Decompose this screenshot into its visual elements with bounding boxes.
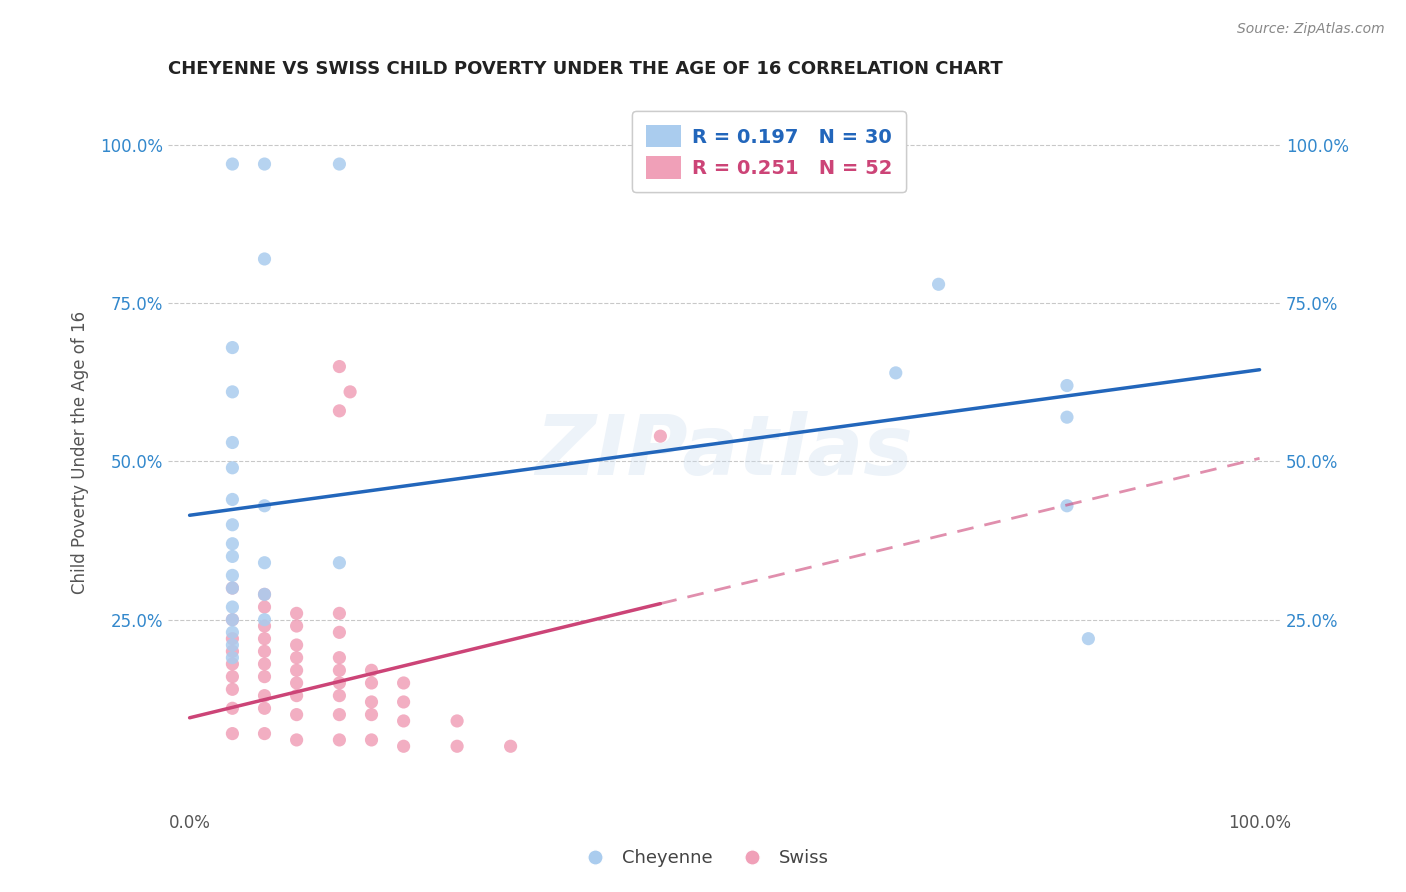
Point bbox=[253, 701, 276, 715]
Point bbox=[221, 549, 243, 564]
Point bbox=[221, 581, 243, 595]
Point bbox=[253, 619, 276, 633]
Point bbox=[221, 581, 243, 595]
Point bbox=[360, 707, 382, 722]
Point bbox=[221, 537, 243, 551]
Point bbox=[285, 650, 308, 665]
Point bbox=[221, 600, 243, 615]
Point bbox=[253, 644, 276, 658]
Point bbox=[221, 670, 243, 684]
Point bbox=[884, 366, 907, 380]
Point bbox=[253, 613, 276, 627]
Point bbox=[360, 733, 382, 747]
Point bbox=[253, 689, 276, 703]
Point bbox=[392, 739, 415, 754]
Point bbox=[253, 632, 276, 646]
Point bbox=[221, 638, 243, 652]
Point bbox=[253, 657, 276, 671]
Point bbox=[339, 384, 361, 399]
Point bbox=[392, 676, 415, 690]
Point bbox=[221, 517, 243, 532]
Point bbox=[499, 739, 522, 754]
Point bbox=[328, 733, 350, 747]
Point bbox=[253, 670, 276, 684]
Point bbox=[328, 650, 350, 665]
Point bbox=[360, 663, 382, 677]
Point bbox=[328, 607, 350, 621]
Point bbox=[392, 695, 415, 709]
Point bbox=[221, 157, 243, 171]
Point bbox=[221, 613, 243, 627]
Point bbox=[253, 600, 276, 615]
Point bbox=[328, 676, 350, 690]
Point bbox=[328, 689, 350, 703]
Point bbox=[221, 460, 243, 475]
Point bbox=[360, 676, 382, 690]
Point bbox=[285, 663, 308, 677]
Point bbox=[328, 663, 350, 677]
Point bbox=[221, 435, 243, 450]
Point bbox=[285, 638, 308, 652]
Point bbox=[253, 252, 276, 266]
Point bbox=[221, 632, 243, 646]
Text: ZIPatlas: ZIPatlas bbox=[536, 411, 914, 492]
Point bbox=[253, 157, 276, 171]
Point bbox=[446, 714, 468, 728]
Point bbox=[328, 157, 350, 171]
Point bbox=[221, 492, 243, 507]
Y-axis label: Child Poverty Under the Age of 16: Child Poverty Under the Age of 16 bbox=[72, 310, 89, 593]
Point bbox=[285, 707, 308, 722]
Point bbox=[285, 733, 308, 747]
Point bbox=[253, 587, 276, 601]
Point bbox=[285, 619, 308, 633]
Point bbox=[285, 689, 308, 703]
Point bbox=[253, 499, 276, 513]
Point bbox=[446, 739, 468, 754]
Point bbox=[650, 429, 672, 443]
Legend: R = 0.197   N = 30, R = 0.251   N = 52: R = 0.197 N = 30, R = 0.251 N = 52 bbox=[631, 112, 907, 192]
Point bbox=[253, 587, 276, 601]
Point bbox=[253, 556, 276, 570]
Point bbox=[221, 613, 243, 627]
Point bbox=[221, 341, 243, 355]
Point bbox=[253, 726, 276, 740]
Point bbox=[221, 384, 243, 399]
Point bbox=[221, 625, 243, 640]
Text: Source: ZipAtlas.com: Source: ZipAtlas.com bbox=[1237, 22, 1385, 37]
Point bbox=[221, 726, 243, 740]
Point bbox=[1056, 499, 1078, 513]
Legend: Cheyenne, Swiss: Cheyenne, Swiss bbox=[569, 842, 837, 874]
Point bbox=[328, 404, 350, 418]
Point bbox=[328, 707, 350, 722]
Point bbox=[221, 650, 243, 665]
Point bbox=[928, 277, 950, 292]
Point bbox=[1056, 378, 1078, 392]
Point bbox=[328, 359, 350, 374]
Text: CHEYENNE VS SWISS CHILD POVERTY UNDER THE AGE OF 16 CORRELATION CHART: CHEYENNE VS SWISS CHILD POVERTY UNDER TH… bbox=[169, 60, 1002, 78]
Point bbox=[221, 644, 243, 658]
Point bbox=[1077, 632, 1099, 646]
Point bbox=[1056, 410, 1078, 425]
Point bbox=[221, 682, 243, 697]
Point bbox=[328, 625, 350, 640]
Point bbox=[221, 701, 243, 715]
Point bbox=[392, 714, 415, 728]
Point bbox=[285, 676, 308, 690]
Point bbox=[221, 657, 243, 671]
Point bbox=[328, 556, 350, 570]
Point bbox=[221, 568, 243, 582]
Point bbox=[285, 607, 308, 621]
Point bbox=[360, 695, 382, 709]
